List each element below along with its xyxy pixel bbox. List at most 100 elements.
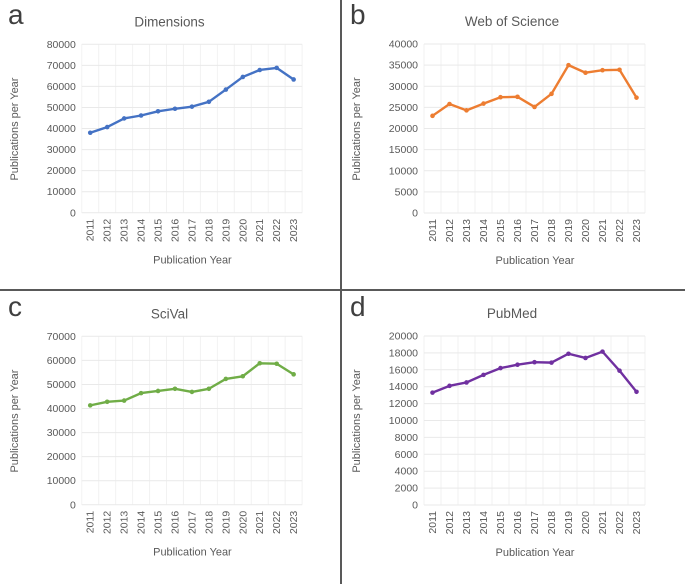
plot-area: 0 5000 10000 15000 20000 25000 30000 35000 40000… (389, 39, 646, 243)
horizontal-panel-divider (0, 289, 685, 291)
data-point-marker (155, 388, 161, 394)
data-point-marker (549, 360, 554, 365)
x-tick-label: 2022 (614, 219, 626, 243)
x-tick-label: 2014 (137, 511, 148, 534)
x-tick-label: 2016 (170, 511, 181, 534)
x-tick-label: 2020 (580, 511, 592, 535)
y-tick-label: 10000 (47, 476, 76, 487)
y-tick-label: 40000 (389, 39, 418, 51)
data-point-marker (532, 104, 537, 110)
y-tick-label: 50000 (47, 103, 76, 114)
x-tick-label: 2015 (154, 219, 165, 242)
data-point-marker (430, 113, 435, 119)
x-tick-label: 2021 (597, 511, 609, 535)
x-tick-label: 2015 (495, 511, 507, 535)
data-point-marker (206, 386, 212, 392)
y-tick-label: 6000 (395, 449, 419, 461)
x-tick-label: 2016 (512, 511, 524, 535)
pubmed-line-chart: 0 2000 4000 6000 8000 10000 12000 14000 16000 180… (351, 306, 646, 559)
plot-area: 0 10000 20000 30000 40000 50000 60000 70000 8000… (47, 40, 303, 242)
data-point-marker (617, 67, 622, 73)
x-tick-label: 2011 (86, 219, 97, 242)
chart-title: Dimensions (134, 14, 205, 29)
data-point-marker (617, 368, 622, 373)
data-point-marker (172, 386, 178, 392)
x-tick-label: 2017 (529, 219, 541, 243)
y-axis-title: Publications per Year (9, 77, 21, 180)
data-point-marker (447, 383, 452, 389)
vertical-panel-divider (340, 0, 342, 584)
data-point-marker (189, 104, 195, 109)
x-tick-label: 2019 (563, 511, 575, 535)
y-tick-label: 5000 (395, 186, 419, 198)
x-tick-label: 2017 (187, 219, 198, 242)
y-tick-label: 60000 (47, 82, 76, 93)
data-point-marker (464, 108, 469, 113)
data-point-marker (121, 398, 127, 403)
x-tick-label: 2016 (512, 219, 524, 243)
x-tick-label: 2012 (103, 219, 114, 242)
y-tick-label: 70000 (47, 61, 76, 72)
x-tick-label: 2021 (255, 219, 266, 242)
chart-title: Web of Science (465, 14, 559, 29)
y-tick-label: 4000 (395, 466, 419, 478)
data-point-marker (464, 380, 469, 385)
data-point-marker (498, 365, 503, 371)
x-tick-label: 2011 (86, 511, 97, 534)
data-point-marker (583, 355, 588, 361)
x-tick-label: 2022 (272, 219, 283, 242)
data-point-marker (549, 91, 554, 97)
y-tick-label: 2000 (395, 483, 419, 495)
data-point-marker (223, 376, 229, 382)
x-tick-label: 2018 (204, 219, 215, 242)
plot-area: 0 10000 20000 30000 40000 50000 60000 70000 2011… (47, 332, 303, 534)
chart-title: SciVal (151, 306, 188, 321)
x-tick-label: 2014 (478, 511, 490, 535)
x-tick-label: 2012 (103, 511, 114, 534)
data-point-marker (206, 99, 212, 105)
y-tick-label: 0 (412, 208, 418, 220)
x-tick-label: 2023 (289, 219, 300, 242)
data-point-marker (566, 62, 571, 68)
y-tick-label: 10000 (389, 165, 418, 177)
plot-area: 0 2000 4000 6000 8000 10000 12000 14000 16000 180… (389, 331, 646, 535)
y-tick-label: 30000 (47, 428, 76, 439)
x-tick-label: 2013 (461, 219, 473, 243)
y-tick-label: 20000 (389, 123, 418, 135)
y-tick-label: 25000 (389, 102, 418, 114)
y-axis-title: Publications per Year (9, 369, 21, 472)
y-tick-label: 0 (70, 500, 76, 511)
data-point-marker (138, 390, 144, 396)
y-tick-label: 10000 (47, 187, 76, 198)
data-point-marker (600, 67, 605, 73)
data-point-marker (481, 372, 486, 378)
x-tick-label: 2018 (546, 511, 558, 535)
data-point-marker (240, 373, 246, 379)
x-tick-label: 2014 (478, 219, 490, 243)
data-point-marker (121, 116, 127, 121)
x-tick-label: 2016 (170, 219, 181, 242)
y-tick-label: 40000 (47, 124, 76, 135)
x-tick-label: 2015 (495, 219, 507, 243)
data-point-marker (274, 361, 279, 367)
x-axis-title: Publication Year (496, 255, 575, 267)
x-tick-label: 2012 (444, 511, 456, 535)
y-tick-label: 12000 (389, 398, 418, 410)
x-tick-label: 2019 (563, 219, 575, 243)
x-tick-label: 2018 (204, 511, 215, 534)
y-tick-label: 0 (70, 208, 76, 219)
data-point-marker (240, 74, 246, 80)
x-tick-label: 2023 (631, 219, 643, 243)
x-axis-title: Publication Year (496, 547, 575, 559)
panel-a-dimensions: a 0 10000 20000 30000 40000 50000 60000 70000 80… (0, 0, 342, 292)
data-point-marker (291, 372, 296, 377)
data-point-marker (447, 101, 452, 107)
dimensions-line-chart: 0 10000 20000 30000 40000 50000 60000 70000 8000… (9, 14, 303, 267)
x-axis-title: Publication Year (153, 255, 232, 267)
panel-b-web-of-science: b 0 5000 10000 15000 20000 25000 30000 35000 400… (342, 0, 685, 292)
x-tick-label: 2020 (238, 511, 249, 534)
data-point-marker (291, 77, 296, 82)
x-tick-label: 2019 (221, 511, 232, 534)
y-tick-label: 10000 (389, 415, 418, 427)
x-tick-label: 2011 (427, 511, 439, 534)
